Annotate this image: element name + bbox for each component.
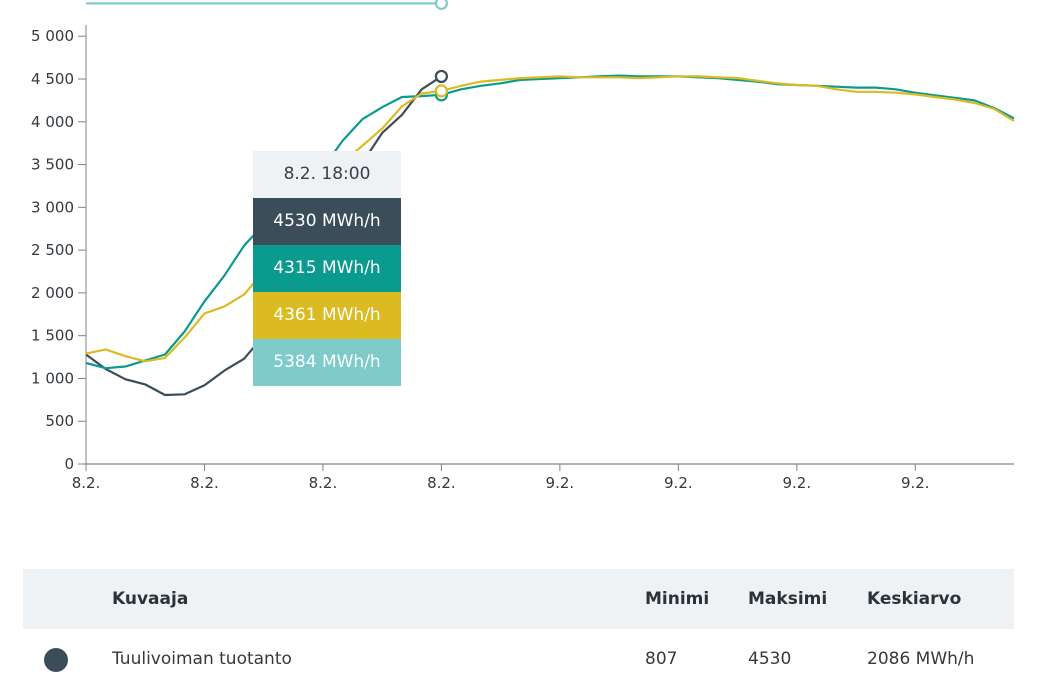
x-tick-label: 9.2.	[664, 474, 693, 492]
x-axis: 8.2. 8.2. 8.2. 8.2. 9.2. 9.2. 9.2. 9.2.	[72, 463, 1014, 492]
y-tick-label: 1 500	[31, 327, 74, 345]
series-line-3[interactable]	[85, 75, 1015, 363]
y-tick-label: 4 000	[31, 113, 74, 131]
row-avg: 2086 MWh/h	[867, 649, 975, 669]
y-tick-label: 500	[45, 412, 74, 430]
hover-marker-3	[434, 84, 449, 98]
y-tick-label: 0	[64, 455, 74, 473]
y-tick-label: 3 000	[31, 198, 74, 216]
tooltip-time: 8.2. 18:00	[253, 151, 401, 198]
y-tick-label: 2 000	[31, 284, 74, 302]
x-tick-label: 9.2.	[782, 474, 811, 492]
table-row[interactable]: Tuulivoiman tuotanto 807 4530 2086 MWh/h	[23, 629, 1014, 689]
x-tick-label: 8.2.	[427, 474, 456, 492]
statistics-table: Kuvaaja Minimi Maksimi Keskiarvo Tuulivo…	[23, 569, 1014, 689]
hover-marker-4	[434, 0, 449, 10]
x-tick-label: 9.2.	[546, 474, 575, 492]
tooltip-value-series-3: 4361 MWh/h	[253, 292, 401, 339]
y-tick-label: 3 500	[31, 156, 74, 174]
y-tick-label: 1 000	[31, 369, 74, 387]
x-tick-label: 8.2.	[72, 474, 101, 492]
header-kuvaaja[interactable]: Kuvaaja	[112, 589, 189, 609]
line-chart: 0 500 1 000 1 500 2 000 2 500 3 000 3 500 4 000 4…	[31, 0, 1015, 492]
series-color-dot[interactable]	[44, 648, 68, 672]
row-max: 4530	[748, 649, 792, 669]
hover-marker-tuulivoima	[434, 69, 449, 84]
y-axis: 0 500 1 000 1 500 2 000 2 500 3 000 3 500 4 000 4…	[31, 25, 87, 473]
x-tick-label: 8.2.	[309, 474, 338, 492]
hover-markers	[434, 0, 449, 102]
y-tick-label: 5 000	[31, 27, 74, 45]
row-name: Tuulivoiman tuotanto	[112, 649, 292, 669]
table-header: Kuvaaja Minimi Maksimi Keskiarvo	[23, 569, 1014, 629]
x-tick-label: 8.2.	[190, 474, 219, 492]
tooltip-value-series-4: 5384 MWh/h	[253, 339, 401, 386]
series-line-2[interactable]	[85, 74, 1015, 370]
header-minimi[interactable]: Minimi	[645, 589, 710, 609]
header-maksimi[interactable]: Maksimi	[748, 589, 828, 609]
tooltip-value-tuulivoima: 4530 MWh/h	[253, 198, 401, 245]
x-tick-label: 9.2.	[901, 474, 930, 492]
y-tick-label: 2 500	[31, 241, 74, 259]
chart-tooltip: 8.2. 18:00 4530 MWh/h 4315 MWh/h 4361 MW…	[253, 151, 401, 386]
series-lines	[85, 2, 1015, 397]
tooltip-value-series-2: 4315 MWh/h	[253, 245, 401, 292]
row-min: 807	[645, 649, 678, 669]
header-keskiarvo[interactable]: Keskiarvo	[867, 589, 962, 609]
y-tick-label: 4 500	[31, 70, 74, 88]
